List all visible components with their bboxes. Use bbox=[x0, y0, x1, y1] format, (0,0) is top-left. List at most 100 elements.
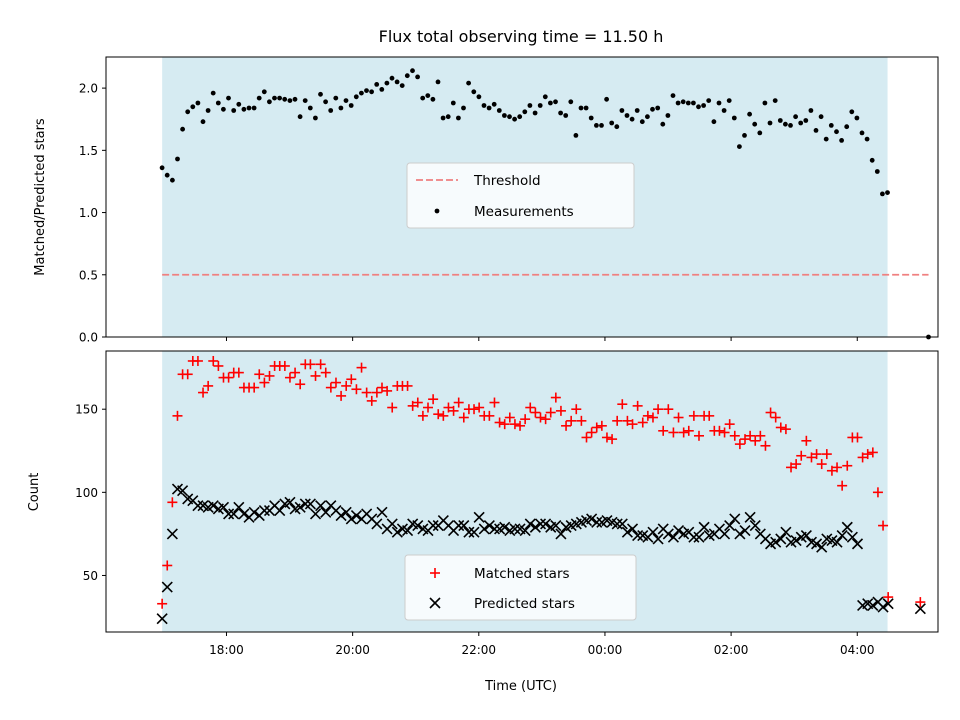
predicted-point bbox=[877, 601, 889, 613]
predicted-point bbox=[591, 516, 603, 528]
matched-point bbox=[571, 404, 582, 415]
matched-point bbox=[770, 412, 781, 423]
measurement-point bbox=[164, 172, 170, 178]
predicted-point bbox=[811, 538, 823, 550]
predicted-point bbox=[473, 511, 485, 523]
xtick-label: 22:00 bbox=[461, 643, 496, 657]
matched-point bbox=[765, 407, 776, 418]
top-panel: 0.00.51.01.52.0 Matched/Predicted stars … bbox=[33, 56, 939, 345]
bottom-y-axis-label: Count bbox=[27, 473, 42, 512]
matched-point bbox=[688, 410, 699, 421]
measurement-point bbox=[645, 114, 650, 120]
measurement-point bbox=[267, 99, 272, 105]
predicted-point bbox=[458, 520, 470, 532]
matched-point bbox=[249, 382, 260, 393]
measurement-point bbox=[588, 115, 594, 121]
measurement-point bbox=[839, 138, 844, 143]
matched-point bbox=[499, 419, 510, 430]
top-ytick-label: 0.5 bbox=[79, 268, 98, 282]
measurement-point bbox=[650, 106, 655, 112]
measurement-point bbox=[558, 110, 563, 116]
matched-point bbox=[601, 432, 612, 443]
legend-matched-swatch bbox=[430, 568, 440, 578]
measurement-point bbox=[757, 130, 763, 136]
predicted-point bbox=[698, 521, 710, 533]
top-ytick-label: 2.0 bbox=[79, 82, 98, 96]
measurement-point bbox=[542, 94, 548, 100]
predicted-point bbox=[217, 501, 230, 513]
measurement-point bbox=[726, 98, 732, 103]
measurement-point bbox=[701, 103, 706, 108]
matched-point bbox=[469, 404, 480, 415]
matched-point bbox=[279, 360, 290, 371]
measurement-point bbox=[548, 100, 553, 106]
measurement-point bbox=[885, 190, 890, 196]
legend-threshold-label: Threshold bbox=[473, 173, 541, 189]
measurement-point bbox=[425, 93, 431, 98]
measurement-point bbox=[624, 113, 630, 118]
matched-point bbox=[862, 449, 873, 460]
matched-point bbox=[290, 367, 301, 378]
predicted-point bbox=[841, 521, 853, 533]
predicted-point bbox=[412, 520, 424, 532]
predicted-point bbox=[284, 496, 296, 508]
bottom-x-ticks: 18:00 20:00 22:00 00:00 02:00 04:00 bbox=[209, 632, 875, 657]
measurement-point bbox=[205, 108, 211, 113]
measurement-point bbox=[399, 83, 405, 88]
top-ytick-label: 0.0 bbox=[79, 331, 98, 345]
matched-point bbox=[198, 387, 209, 398]
measurement-point bbox=[783, 121, 788, 127]
measurement-point bbox=[517, 114, 523, 120]
measurement-point bbox=[823, 136, 829, 142]
legend-matched-label: Matched stars bbox=[474, 566, 570, 582]
matched-point bbox=[520, 414, 531, 425]
matched-point bbox=[509, 419, 520, 430]
matched-point bbox=[642, 410, 653, 421]
matched-point bbox=[591, 422, 602, 433]
predicted-point bbox=[831, 536, 843, 548]
matched-point bbox=[525, 402, 536, 413]
predicted-point bbox=[662, 528, 674, 540]
predicted-point bbox=[345, 513, 357, 525]
matched-point bbox=[612, 415, 623, 426]
matched-point bbox=[668, 427, 679, 438]
measurement-point bbox=[706, 98, 712, 103]
measurement-point bbox=[793, 114, 798, 120]
chart-title: Flux total observing time = 11.50 h bbox=[379, 27, 664, 46]
measurement-point bbox=[287, 98, 293, 103]
matched-point bbox=[540, 414, 551, 425]
measurement-point bbox=[226, 95, 231, 101]
top-y-axis-label: Matched/Predicted stars bbox=[33, 118, 48, 276]
matched-point bbox=[566, 415, 577, 426]
predicted-point bbox=[672, 525, 685, 537]
measurement-point bbox=[537, 103, 543, 108]
measurement-point bbox=[675, 100, 681, 106]
bottom-legend: Matched stars Predicted stars bbox=[404, 554, 637, 621]
measurement-point bbox=[716, 100, 722, 106]
matched-point bbox=[284, 372, 295, 383]
matched-point bbox=[878, 520, 889, 531]
measurement-point bbox=[813, 127, 819, 133]
predicted-point bbox=[274, 505, 286, 517]
measurement-point bbox=[507, 114, 512, 120]
predicted-point bbox=[228, 508, 240, 520]
measurement-point bbox=[599, 123, 604, 128]
matched-point bbox=[658, 425, 669, 436]
measurement-point bbox=[210, 90, 216, 96]
measurement-point bbox=[272, 95, 277, 101]
predicted-point bbox=[693, 531, 705, 543]
predicted-point bbox=[647, 526, 659, 538]
measurement-point bbox=[246, 105, 252, 111]
matched-point bbox=[458, 412, 469, 423]
predicted-point bbox=[350, 510, 362, 522]
measurement-point bbox=[302, 98, 308, 103]
predicted-point bbox=[161, 581, 173, 593]
predicted-point bbox=[816, 541, 828, 553]
measurement-point bbox=[655, 105, 661, 111]
matched-point bbox=[515, 420, 526, 431]
top-ytick-label: 1.5 bbox=[79, 144, 98, 158]
matched-point bbox=[213, 360, 224, 371]
measurement-point bbox=[614, 124, 620, 130]
matched-point bbox=[203, 380, 214, 391]
matched-point bbox=[453, 397, 464, 408]
